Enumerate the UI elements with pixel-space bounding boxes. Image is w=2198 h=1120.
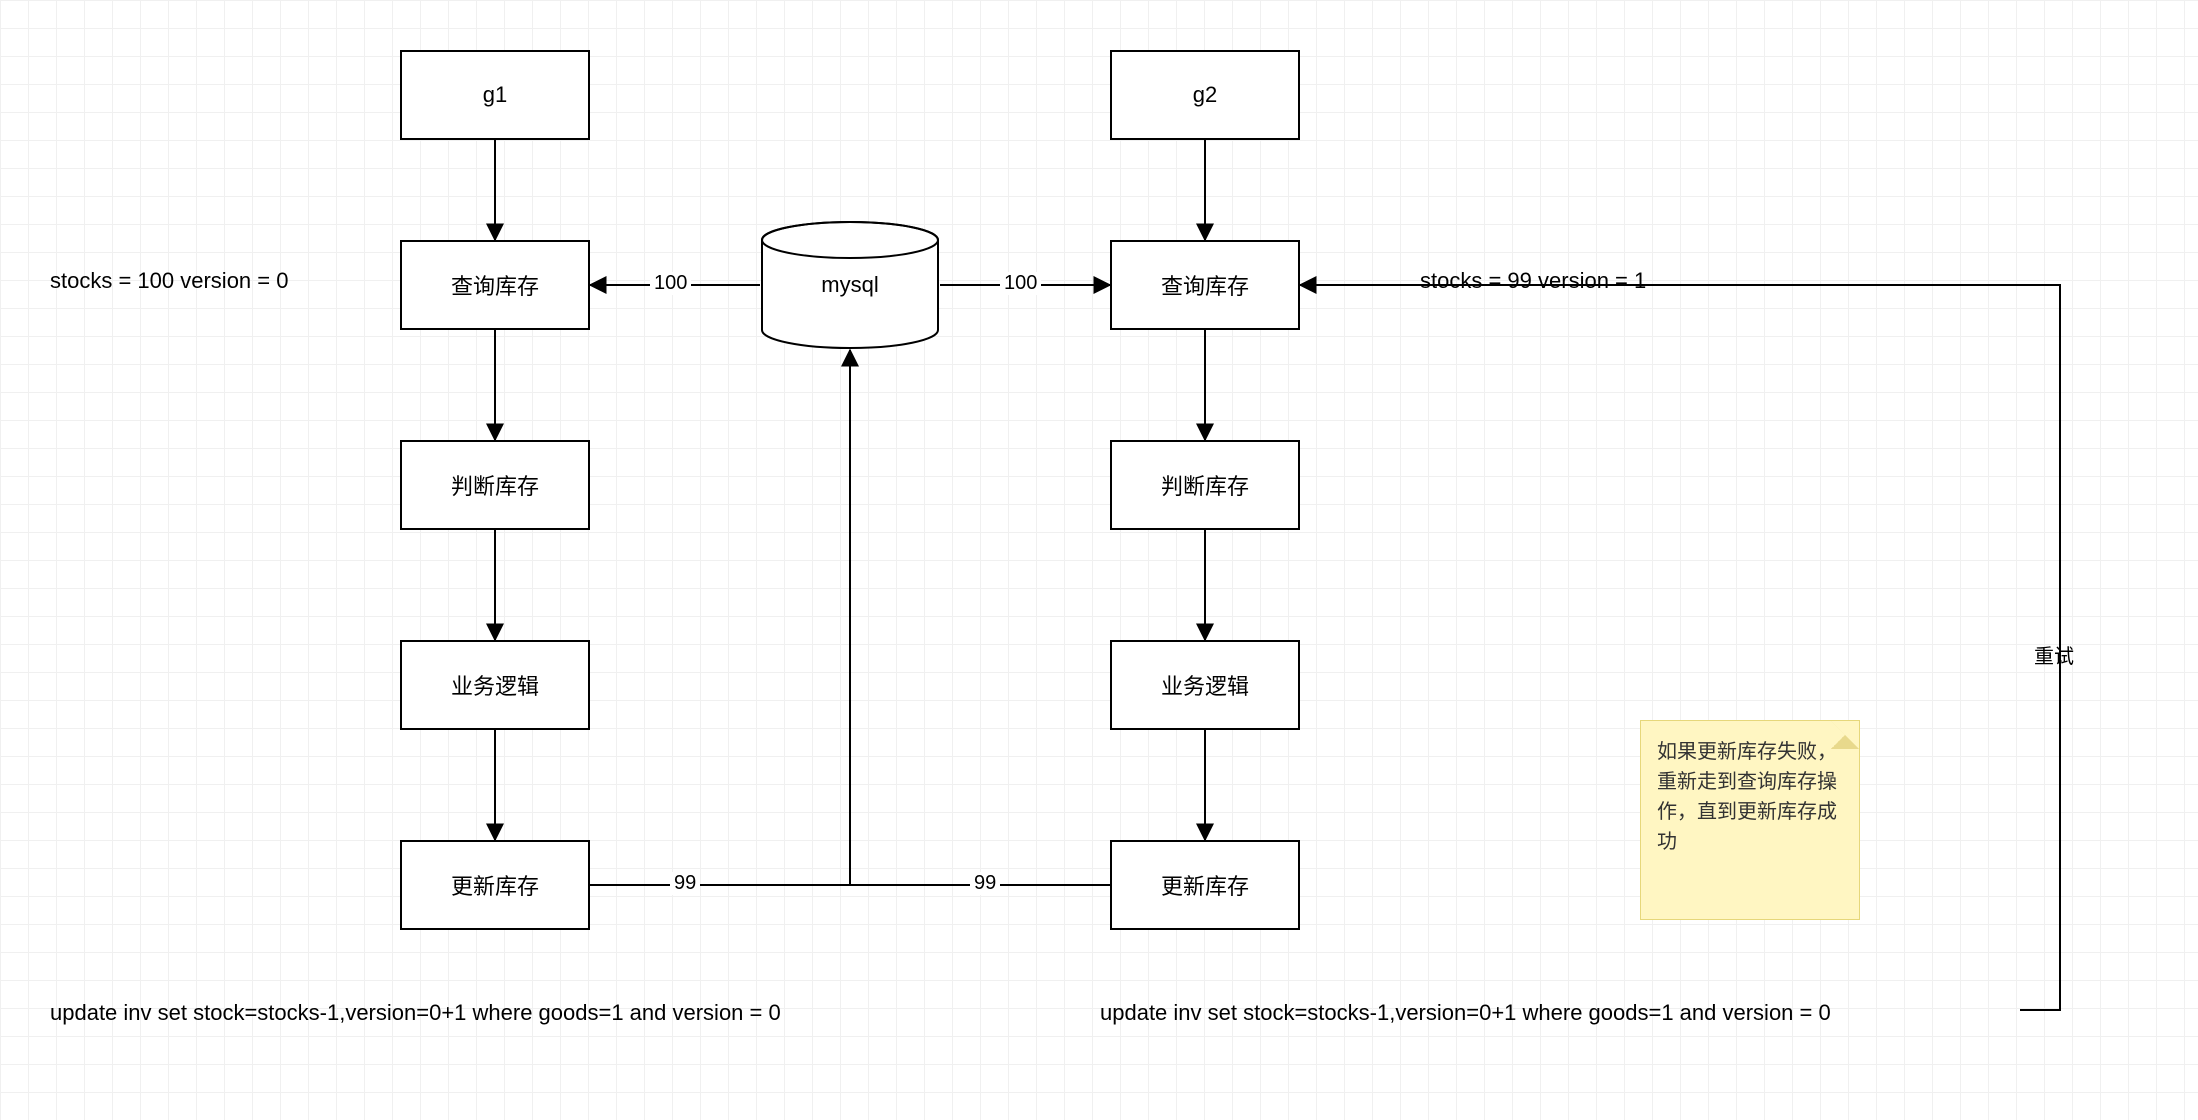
node-b2: 业务逻辑 (1110, 640, 1300, 730)
node-u1-label: 更新库存 (451, 869, 539, 901)
label-stocks-left: stocks = 100 version = 0 (50, 268, 288, 294)
edge-label-99-right: 99 (970, 872, 1000, 895)
node-q1: 查询库存 (400, 240, 590, 330)
node-b1: 业务逻辑 (400, 640, 590, 730)
sticky-note-text: 如果更新库存失败，重新走到查询库存操作，直到更新库存成功 (1657, 741, 1837, 853)
node-q2: 查询库存 (1110, 240, 1300, 330)
label-stocks-right: stocks = 99 version = 1 (1420, 268, 1646, 294)
label-sql-left: update inv set stock=stocks-1,version=0+… (50, 1000, 781, 1026)
node-u2-label: 更新库存 (1161, 869, 1249, 901)
grid-background (0, 0, 2198, 1120)
node-g2-label: g2 (1193, 82, 1217, 108)
node-g1-label: g1 (483, 82, 507, 108)
edge-label-99-left: 99 (670, 872, 700, 895)
node-j1: 判断库存 (400, 440, 590, 530)
node-b1-label: 业务逻辑 (451, 669, 539, 701)
node-j2-label: 判断库存 (1161, 469, 1249, 501)
node-u1: 更新库存 (400, 840, 590, 930)
node-j1-label: 判断库存 (451, 469, 539, 501)
node-q1-label: 查询库存 (451, 269, 539, 301)
node-g2: g2 (1110, 50, 1300, 140)
node-mysql: mysql (760, 220, 940, 350)
edge-label-100-left: 100 (650, 272, 691, 295)
edge-label-retry: 重试 (2030, 640, 2078, 669)
node-j2: 判断库存 (1110, 440, 1300, 530)
edge-label-100-right: 100 (1000, 272, 1041, 295)
node-mysql-label: mysql (760, 220, 940, 350)
node-u2: 更新库存 (1110, 840, 1300, 930)
label-sql-right: update inv set stock=stocks-1,version=0+… (1100, 1000, 1831, 1026)
node-b2-label: 业务逻辑 (1161, 669, 1249, 701)
node-g1: g1 (400, 50, 590, 140)
sticky-note: 如果更新库存失败，重新走到查询库存操作，直到更新库存成功 (1640, 720, 1860, 920)
node-q2-label: 查询库存 (1161, 269, 1249, 301)
